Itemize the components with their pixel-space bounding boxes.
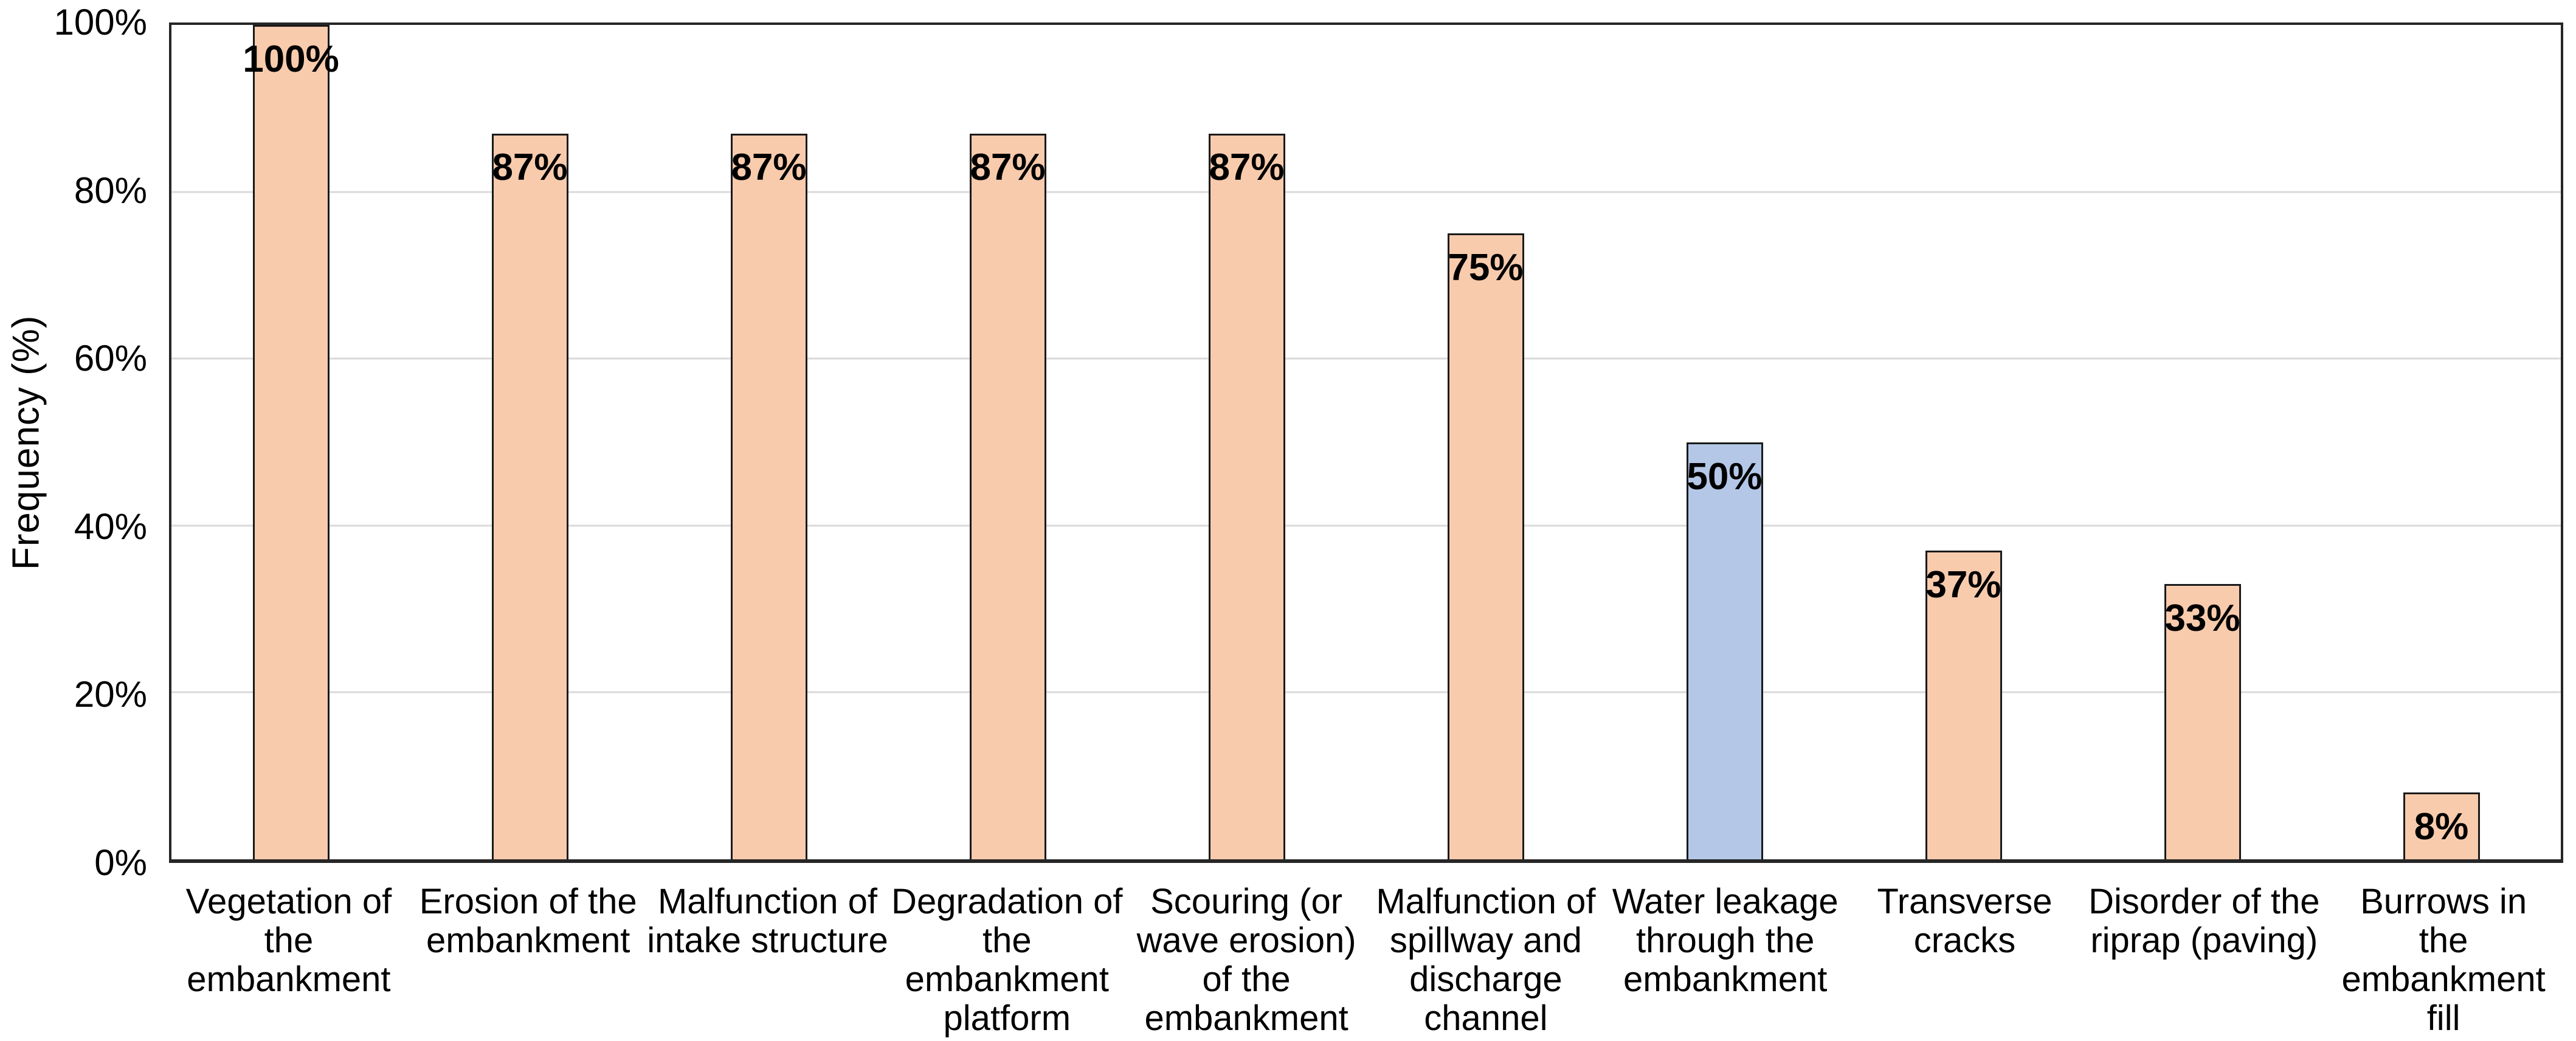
y-tick-label: 100% (54, 2, 147, 43)
bar-value-label: 50% (1687, 455, 1763, 498)
y-tick-label: 80% (74, 170, 147, 211)
x-category-label: Scouring (or wave erosion) of the embank… (1136, 882, 1356, 1038)
x-category-label: Malfunction of spillway and discharge ch… (1376, 882, 1596, 1038)
bar-value-label: 37% (1925, 563, 2001, 606)
x-category-label: Vegetation of the embankment (185, 882, 392, 999)
x-category-label: Erosion of the embankment (419, 882, 637, 960)
x-axis-category-labels: Vegetation of the embankment Erosion of t… (169, 882, 2563, 1041)
gridline (171, 191, 2561, 193)
y-tick-label: 40% (74, 506, 147, 547)
bar-value-label: 87% (731, 146, 807, 189)
bar-vegetation-of-the-embankment (252, 25, 330, 859)
bar-malfunction-of-spillway-and-discharge-channel (1447, 233, 1524, 859)
bar-degradation-of-the-embankment-platform (969, 133, 1046, 859)
bar-value-label: 87% (970, 146, 1046, 189)
bar-value-label: 33% (2164, 597, 2240, 639)
x-category-label: Burrows in the embankment fill (2341, 882, 2546, 1038)
bar-water-leakage-through-the-embankment (1686, 442, 1763, 859)
bar-burrows-in-the-embankment-fill (2403, 792, 2480, 859)
bar-scouring-or-wave-erosion-of-the-embankment (1208, 133, 1285, 859)
bar-erosion-of-the-embankment (491, 133, 568, 859)
bar-malfunction-of-intake-structure (730, 133, 807, 859)
bar-value-label: 87% (1209, 146, 1285, 189)
bar-value-label: 8% (2414, 806, 2469, 848)
x-category-label: Degradation of the embankment platform (891, 882, 1123, 1038)
bar-value-label: 87% (492, 146, 568, 189)
bar-transverse-cracks (1925, 551, 2002, 859)
y-tick-label: 20% (74, 674, 147, 715)
gridline (171, 357, 2561, 360)
bar-disorder-of-the-riprap-paving (2164, 583, 2241, 859)
plot-area: 100% 87% 87% 87% 87% 75% 50% 37% 33% 8% (169, 22, 2563, 863)
gridline (171, 691, 2561, 693)
y-axis-tick-labels: 100% 80% 60% 40% 20% 0% (0, 0, 147, 1041)
bar-value-label: 75% (1448, 247, 1524, 289)
gridline (171, 524, 2561, 527)
bar-value-label: 100% (243, 38, 339, 80)
x-category-label: Transverse cracks (1877, 882, 2053, 960)
y-tick-label: 60% (74, 338, 147, 379)
x-category-label: Disorder of the riprap (paving) (2088, 882, 2320, 960)
x-category-label: Water leakage through the embankment (1612, 882, 1839, 999)
y-tick-label: 0% (94, 842, 147, 883)
x-category-label: Malfunction of intake structure (647, 882, 888, 960)
